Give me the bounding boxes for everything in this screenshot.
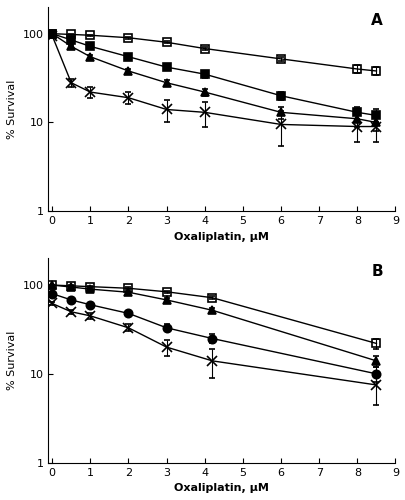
Y-axis label: % Survival: % Survival [7,331,17,390]
X-axis label: Oxaliplatin, μM: Oxaliplatin, μM [174,232,269,241]
X-axis label: Oxaliplatin, μM: Oxaliplatin, μM [174,483,269,493]
Y-axis label: % Survival: % Survival [7,80,17,139]
Text: B: B [370,264,382,280]
Text: A: A [370,13,382,28]
